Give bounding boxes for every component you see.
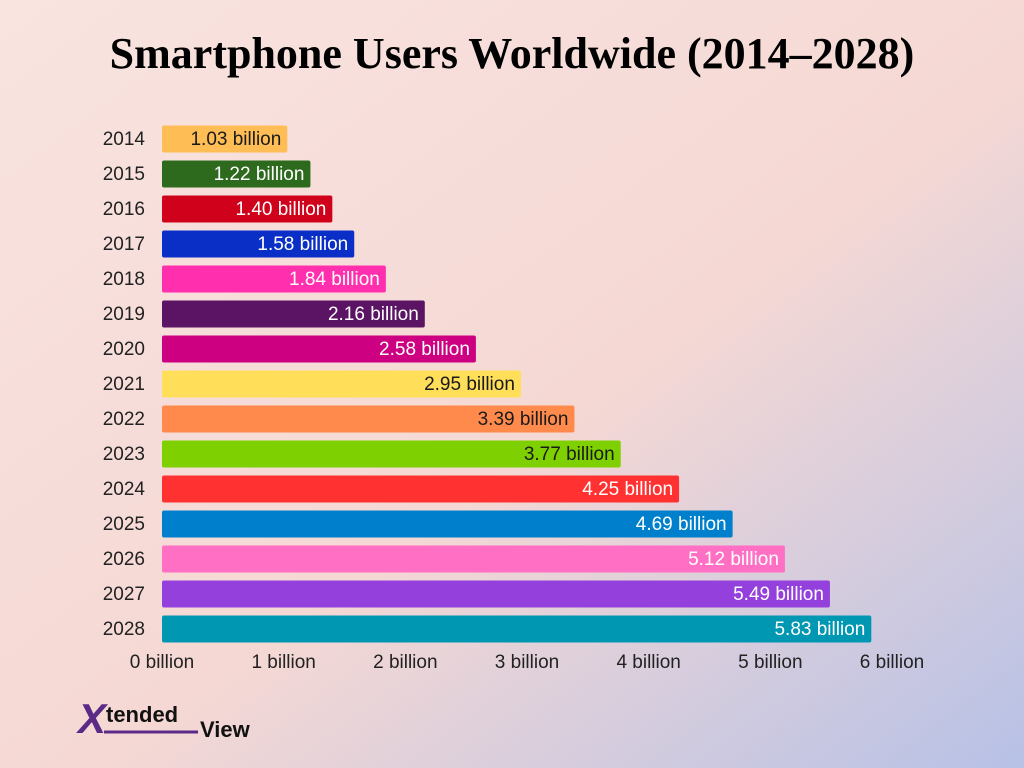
- y-tick-label: 2025: [103, 514, 145, 535]
- bar: [162, 475, 680, 503]
- y-tick-label: 2027: [103, 584, 145, 605]
- bar: [162, 195, 333, 223]
- y-tick-label: 2014: [103, 129, 146, 150]
- bar: [162, 440, 621, 468]
- x-tick-label: 5 billion: [738, 652, 802, 673]
- y-tick-label: 2023: [103, 444, 145, 465]
- value-label: 1.84 billion: [289, 269, 380, 290]
- y-tick-label: 2026: [103, 549, 145, 570]
- y-tick-label: 2022: [103, 409, 145, 430]
- x-tick-label: 4 billion: [616, 652, 680, 673]
- value-label: 4.25 billion: [582, 479, 673, 500]
- x-tick-label: 0 billion: [130, 652, 194, 673]
- y-tick-label: 2024: [103, 479, 146, 500]
- value-label: 2.58 billion: [379, 339, 470, 360]
- y-tick-label: 2015: [103, 164, 145, 185]
- y-tick-label: 2018: [103, 269, 145, 290]
- x-tick-label: 6 billion: [860, 652, 924, 673]
- bar: [162, 405, 575, 433]
- bar: [162, 300, 425, 328]
- bar: [162, 545, 785, 573]
- y-tick-label: 2019: [103, 304, 145, 325]
- value-label: 5.12 billion: [688, 549, 779, 570]
- value-label: 5.83 billion: [774, 619, 865, 640]
- value-label: 1.03 billion: [190, 129, 281, 150]
- y-tick-label: 2017: [103, 234, 145, 255]
- value-label: 1.40 billion: [235, 199, 326, 220]
- bar: [162, 615, 872, 643]
- logo-mark: X: [76, 695, 109, 742]
- bar: [162, 510, 733, 538]
- y-tick-label: 2016: [103, 199, 145, 220]
- logo-text: View: [200, 717, 251, 742]
- bar: [162, 580, 830, 608]
- logo-text: tended: [106, 702, 178, 727]
- logo: X tended View: [76, 695, 251, 742]
- value-label: 3.39 billion: [478, 409, 569, 430]
- y-tick-label: 2021: [103, 374, 145, 395]
- chart-title: Smartphone Users Worldwide (2014–2028): [110, 29, 915, 78]
- value-label: 2.95 billion: [424, 374, 515, 395]
- bar: [162, 230, 355, 258]
- value-label: 3.77 billion: [524, 444, 615, 465]
- bar: [162, 125, 288, 153]
- y-tick-label: 2028: [103, 619, 145, 640]
- y-tick-label: 2020: [103, 339, 145, 360]
- bar: [162, 265, 386, 293]
- x-tick-label: 2 billion: [373, 652, 437, 673]
- bar: [162, 370, 521, 398]
- bar: [162, 160, 311, 188]
- value-label: 5.49 billion: [733, 584, 824, 605]
- value-label: 1.58 billion: [257, 234, 348, 255]
- x-tick-label: 3 billion: [495, 652, 559, 673]
- bar: [162, 335, 476, 363]
- value-label: 2.16 billion: [328, 304, 419, 325]
- x-tick-label: 1 billion: [251, 652, 315, 673]
- value-label: 1.22 billion: [214, 164, 305, 185]
- value-label: 4.69 billion: [636, 514, 727, 535]
